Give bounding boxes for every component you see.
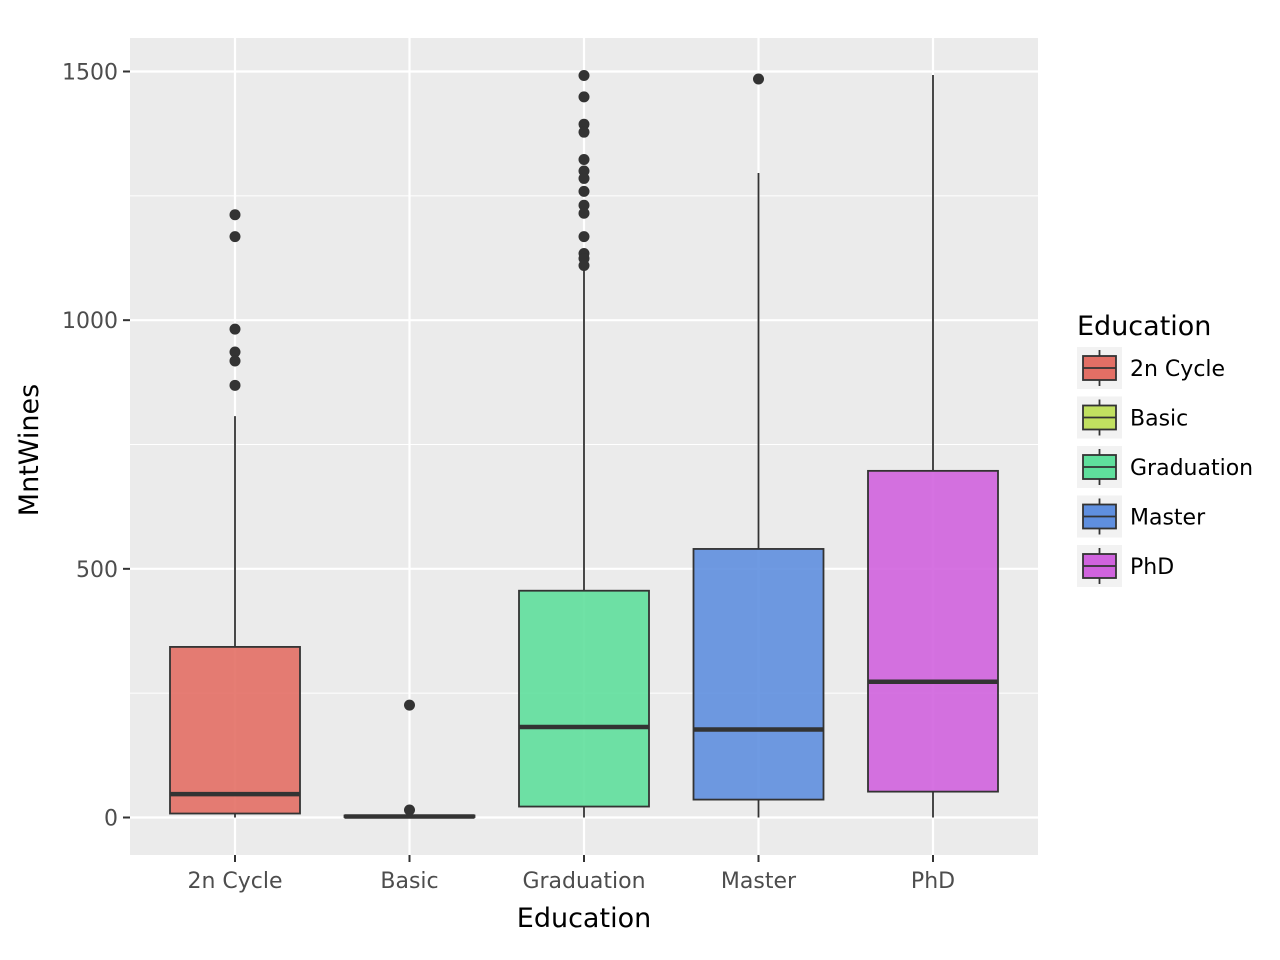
outlier-point (753, 73, 764, 85)
x-tick-label: Master (721, 869, 797, 894)
outlier-point (578, 259, 590, 271)
x-axis-title: Education (517, 903, 651, 934)
x-tick-label: 2n Cycle (187, 869, 282, 894)
box-iqr (518, 589, 650, 808)
x-axis: 2n Cycle Basic Graduation Master PhD (187, 855, 955, 894)
outlier-point (578, 126, 590, 138)
legend-label: Graduation (1130, 456, 1253, 481)
legend-item-graduation: Graduation (1077, 446, 1253, 488)
outlier-point (229, 323, 241, 335)
box-graduation (518, 69, 650, 818)
y-tick-label: 1000 (62, 309, 118, 334)
outlier-point (578, 172, 590, 184)
x-tick-label: Basic (380, 869, 438, 894)
outlier-point (578, 185, 590, 197)
legend-item-phd: PhD (1077, 545, 1174, 587)
legend-item-master: Master (1077, 495, 1206, 538)
legend-item-2n-cycle: 2n Cycle (1077, 347, 1225, 389)
y-tick-label: 0 (104, 807, 118, 832)
outlier-point (578, 199, 590, 211)
x-tick-label: PhD (911, 869, 955, 894)
legend-label: Basic (1130, 407, 1188, 432)
y-tick-label: 1500 (62, 61, 118, 86)
outlier-point (578, 91, 590, 103)
outlier-point (578, 154, 590, 166)
legend-label: PhD (1130, 555, 1174, 580)
y-axis: 0 500 1000 1500 (62, 61, 130, 832)
box-2n-cycle (169, 209, 301, 818)
box-series (169, 69, 999, 819)
y-tick-label: 500 (76, 558, 118, 583)
legend-title: Education (1077, 311, 1211, 342)
outlier-point (578, 207, 590, 219)
outlier-point (229, 379, 241, 391)
box-phd (867, 74, 999, 818)
box-master (692, 73, 825, 818)
y-axis-title: MntWines (14, 384, 45, 516)
outlier-point (578, 231, 590, 243)
legend-label: 2n Cycle (1130, 357, 1225, 382)
box-iqr (169, 646, 301, 815)
outlier-point (404, 804, 415, 816)
x-tick-label: Graduation (522, 869, 645, 894)
outlier-point (578, 69, 590, 81)
outlier-point (578, 118, 590, 130)
box-iqr (867, 469, 999, 793)
box-iqr (692, 548, 825, 801)
outlier-point (229, 209, 241, 221)
outlier-point (229, 355, 241, 367)
legend-label: Master (1130, 506, 1206, 531)
outlier-point (229, 231, 241, 243)
legend-item-basic: Basic (1077, 396, 1188, 439)
outlier-point (229, 346, 241, 358)
outlier-point (404, 699, 415, 711)
legend: Education 2n Cycle Basic Graduation Master P… (1077, 311, 1253, 587)
box-basic (343, 699, 476, 819)
